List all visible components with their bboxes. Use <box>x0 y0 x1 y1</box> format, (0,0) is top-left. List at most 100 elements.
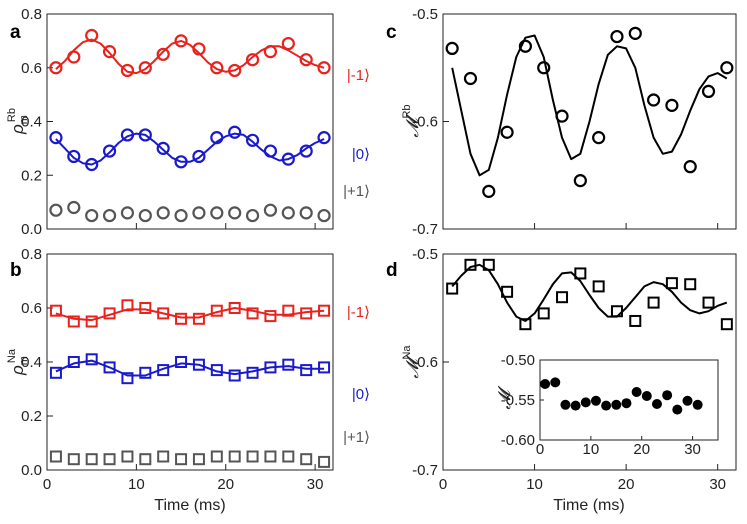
y-axis-label: 𝓜 <box>495 386 514 410</box>
data-point <box>317 131 331 145</box>
data-point <box>49 61 63 75</box>
data-point <box>245 53 260 67</box>
data-point <box>49 203 63 217</box>
fit-line <box>451 34 728 177</box>
data-point <box>210 206 224 220</box>
data-point <box>85 157 99 172</box>
data-point <box>300 453 313 466</box>
data-point <box>682 395 693 406</box>
data-point <box>120 63 135 78</box>
data-point <box>121 372 134 385</box>
data-point <box>501 285 514 298</box>
data-point <box>264 361 277 374</box>
data-point <box>482 184 496 198</box>
y-tick-label: 0.6 <box>21 60 42 77</box>
data-point <box>121 299 134 312</box>
data-point <box>464 258 477 271</box>
data-point <box>281 152 295 166</box>
data-point <box>174 208 188 223</box>
data-point <box>281 206 295 220</box>
data-point <box>174 34 188 48</box>
data-point <box>49 304 62 317</box>
data-point <box>651 399 662 409</box>
series-label: |+1⟩ <box>343 429 370 446</box>
panel-letter: c <box>386 22 397 43</box>
series-label: |0⟩ <box>352 386 370 403</box>
data-point <box>628 26 642 40</box>
data-point <box>67 50 81 64</box>
fit-line <box>55 38 325 75</box>
data-point <box>67 356 80 368</box>
y-tick-label: -0.50 <box>501 352 535 369</box>
data-point <box>192 312 205 325</box>
data-point <box>263 203 278 217</box>
fit-line <box>55 307 325 322</box>
data-point <box>610 305 623 318</box>
x-tick-label: 30 <box>684 441 701 458</box>
data-point <box>49 366 62 379</box>
data-point <box>299 144 313 158</box>
data-point <box>210 131 224 145</box>
data-point <box>192 453 205 466</box>
data-point <box>85 453 98 466</box>
data-point <box>592 280 605 293</box>
x-axis-label: Time (ms) <box>154 497 225 514</box>
data-point <box>683 160 697 174</box>
x-tick-label: 20 <box>633 441 650 458</box>
data-point <box>641 391 652 401</box>
data-point <box>601 400 612 411</box>
data-point <box>570 400 581 411</box>
x-tick-label: 10 <box>526 476 543 493</box>
panel-letter: d <box>386 260 398 281</box>
data-point <box>49 450 62 463</box>
x-tick-label: 20 <box>217 476 234 493</box>
data-point <box>720 61 734 75</box>
x-tick-label: 20 <box>618 476 635 493</box>
x-tick-label: 10 <box>128 476 145 493</box>
data-point <box>662 390 673 401</box>
plot-frame <box>46 253 334 471</box>
data-point <box>701 84 716 99</box>
data-point <box>67 453 80 466</box>
y-axis-label: ρmRb <box>6 108 30 135</box>
data-point <box>631 387 642 397</box>
data-point <box>518 39 533 53</box>
data-point <box>672 404 683 415</box>
data-point <box>318 361 331 374</box>
data-point <box>121 450 134 463</box>
x-tick-label: 10 <box>583 441 600 458</box>
data-point <box>282 450 295 463</box>
data-point <box>120 128 135 142</box>
data-point <box>299 53 313 67</box>
x-tick-label: 0 <box>43 476 51 493</box>
data-point <box>139 302 152 314</box>
data-point <box>85 208 99 223</box>
panel-a: 0.0 0.2 0.4 0.6 0.8a ρmRb |-1⟩ |0⟩ |+1⟩ <box>6 6 370 238</box>
panel-b: 0 10 20 30 0.0 0.2 0.4 0.6 0.8b ρmNa |-1⟩ |0⟩ |+1⟩ <box>6 246 370 493</box>
data-point <box>263 45 278 59</box>
data-point <box>228 450 241 463</box>
data-point <box>67 149 81 164</box>
data-point <box>102 144 117 158</box>
data-point <box>192 206 206 220</box>
panel-letter: b <box>10 260 22 281</box>
data-point <box>692 399 703 410</box>
data-point <box>192 358 205 371</box>
data-point <box>138 128 152 142</box>
data-point <box>85 353 98 366</box>
data-point <box>665 98 679 112</box>
data-point <box>49 131 63 145</box>
fit-line <box>451 263 728 322</box>
data-point <box>120 206 135 220</box>
data-point <box>264 310 277 323</box>
data-point <box>300 364 313 377</box>
data-point <box>246 450 259 463</box>
data-point <box>537 61 551 75</box>
data-point <box>210 61 224 75</box>
data-point <box>560 399 571 410</box>
data-point <box>629 314 642 327</box>
data-point <box>580 397 591 408</box>
data-point <box>264 450 277 463</box>
data-point <box>537 307 550 320</box>
